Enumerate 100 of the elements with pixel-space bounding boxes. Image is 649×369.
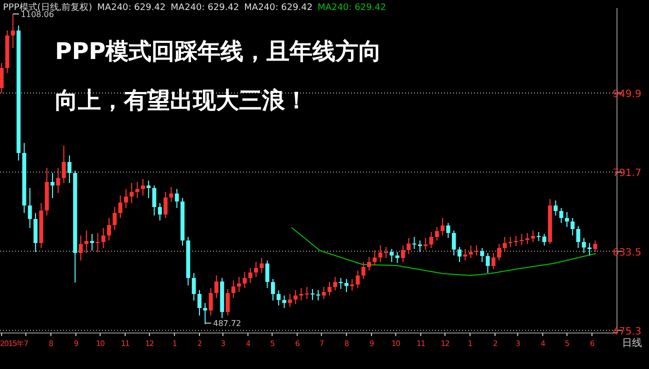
candlestick [146, 180, 151, 198]
candlestick [468, 245, 473, 258]
candlestick [491, 252, 496, 270]
candlestick [164, 192, 168, 218]
candlestick [400, 245, 405, 262]
candlestick [270, 278, 275, 301]
annotation: 向上，有望出现大三浪！ [55, 87, 308, 114]
candlestick [434, 226, 439, 241]
candlestick [96, 232, 100, 252]
candlestick [0, 62, 4, 94]
candlestick [322, 286, 326, 300]
candlestick [208, 288, 213, 316]
candlestick [316, 290, 320, 301]
candlestick [367, 256, 372, 271]
candlestick [56, 168, 60, 194]
candlestick [564, 212, 569, 228]
y-tick-label: 633.5 [612, 247, 642, 258]
candlestick [265, 260, 270, 288]
candlestick [304, 286, 309, 300]
candlestick [130, 182, 134, 204]
candlestick [582, 238, 586, 254]
candlestick [559, 208, 564, 224]
candlestick [254, 262, 258, 278]
candlestick [463, 248, 468, 261]
candlestick [508, 236, 512, 248]
candlestick [50, 172, 54, 198]
candlestick [452, 230, 456, 256]
candlestick [333, 276, 338, 291]
candlestick [514, 236, 518, 246]
y-tick-label: 949.9 [612, 89, 642, 100]
candlestick [90, 234, 94, 251]
candlestick [192, 272, 196, 301]
annotation: 1108.06 [20, 10, 54, 19]
candlestick [140, 178, 145, 196]
candlestick [474, 245, 478, 256]
candlestick [310, 288, 315, 300]
candlestick [299, 288, 304, 301]
annotation: MA240: 629.42 [244, 3, 313, 13]
text: 日线 [622, 337, 642, 349]
candlestick [135, 182, 140, 198]
candlestick [520, 234, 524, 246]
candlestick [593, 240, 598, 252]
candlestick [214, 275, 218, 298]
candlestick [480, 248, 484, 262]
candlestick [28, 188, 32, 228]
text: MA240: 629.42 [318, 3, 386, 13]
candlestick [158, 202, 162, 221]
annotation: MA240: 629.42 [170, 3, 240, 13]
candlestick [288, 294, 292, 308]
candlestick [78, 235, 83, 261]
y-tick-label: 475.3 [612, 326, 642, 338]
candlestick [197, 290, 202, 316]
candlestick [429, 232, 434, 248]
candlestick [118, 195, 122, 218]
candlestick [344, 278, 348, 292]
candlestick [124, 188, 128, 208]
candlestick [203, 302, 208, 325]
candlestick [112, 206, 117, 230]
candlestick [237, 276, 242, 292]
candlestick [570, 218, 575, 236]
candlestick [525, 232, 530, 244]
candlestick [446, 222, 450, 238]
candlestick [356, 270, 360, 288]
candlestick [248, 268, 252, 284]
annotation: PPP模式回踩年线，且年线方向 [55, 38, 382, 65]
candlestick [84, 230, 88, 254]
candlestick [62, 145, 66, 184]
candlestick [412, 236, 416, 250]
candlestick [372, 250, 377, 266]
candlestick [276, 290, 281, 306]
candlestick [294, 290, 298, 304]
candlestick [101, 228, 106, 248]
line-series [291, 227, 597, 276]
candlestick [424, 238, 428, 250]
candlestick [418, 240, 422, 252]
candlestick [327, 282, 332, 296]
y-tick-label: 791.7 [612, 168, 642, 180]
candlestick [260, 258, 264, 274]
candlestick [542, 234, 546, 246]
candlestick [395, 252, 400, 264]
candlestick [107, 218, 112, 241]
annotation: 487.72 [213, 319, 242, 328]
candlestick [531, 230, 536, 242]
candlestick [361, 262, 366, 280]
candlestick [242, 272, 247, 288]
candlestick [554, 200, 558, 216]
annotation: MA240: 629.42 [97, 3, 166, 13]
candlestick [338, 278, 343, 290]
candlestick [152, 185, 156, 216]
candlestick [440, 218, 445, 236]
candlestick [67, 155, 72, 184]
candlestick [174, 188, 179, 208]
candlestick [282, 295, 286, 308]
candlestick [458, 246, 462, 262]
candlestick [502, 236, 507, 252]
candlestick [497, 244, 502, 261]
candlestick [576, 226, 580, 248]
candlestick [406, 238, 411, 254]
candlestick [34, 212, 38, 252]
candlestick [390, 248, 394, 262]
